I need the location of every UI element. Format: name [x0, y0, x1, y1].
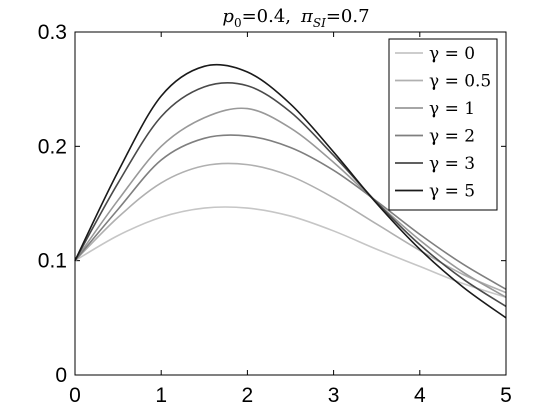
title-pi-symbol: π — [300, 6, 314, 27]
series-line-4 — [74, 82, 507, 308]
x-tick-label: 3 — [328, 384, 340, 407]
legend-label-3: γ = 2 — [429, 127, 475, 147]
title-p-symbol: p — [222, 6, 234, 27]
y-tick-label: 0.1 — [38, 250, 67, 273]
series-lines — [74, 63, 507, 319]
series-line-1 — [74, 162, 507, 294]
y-tick-label: 0.3 — [38, 21, 67, 44]
legend-box — [388, 38, 498, 211]
chart-title: p0=0.4, πSI=0.7 — [222, 6, 369, 30]
axis-ticks: 0 1 2 3 4 5 0 0.1 0.2 0.3 — [38, 21, 512, 407]
title-p-subscript: 0 — [234, 16, 242, 30]
legend: γ = 0 γ = 0.5 γ = 1 γ = 2 γ = 3 γ = 5 — [388, 38, 498, 211]
legend-label-1: γ = 0.5 — [429, 72, 491, 92]
title-pi-subscript: SI — [313, 16, 326, 30]
x-tick-label: 5 — [500, 384, 512, 407]
series-line-2 — [74, 107, 507, 298]
x-tick-label: 0 — [69, 384, 81, 407]
title-pi-value: =0.7 — [326, 6, 370, 27]
legend-label-4: γ = 3 — [429, 154, 475, 174]
y-tick-label: 0 — [55, 364, 67, 387]
y-tick-label: 0.2 — [38, 135, 67, 158]
x-tick-label: 2 — [242, 384, 254, 407]
series-line-5 — [74, 63, 507, 319]
series-line-3 — [74, 134, 507, 290]
x-tick-label: 1 — [155, 384, 167, 407]
series-line-0 — [74, 206, 507, 299]
legend-label-2: γ = 1 — [429, 99, 475, 119]
x-tick-label: 4 — [414, 384, 426, 407]
plot-frame — [74, 31, 507, 376]
legend-label-5: γ = 5 — [429, 182, 475, 202]
title-p-value: =0.4, — [242, 6, 291, 27]
legend-label-0: γ = 0 — [429, 44, 475, 64]
